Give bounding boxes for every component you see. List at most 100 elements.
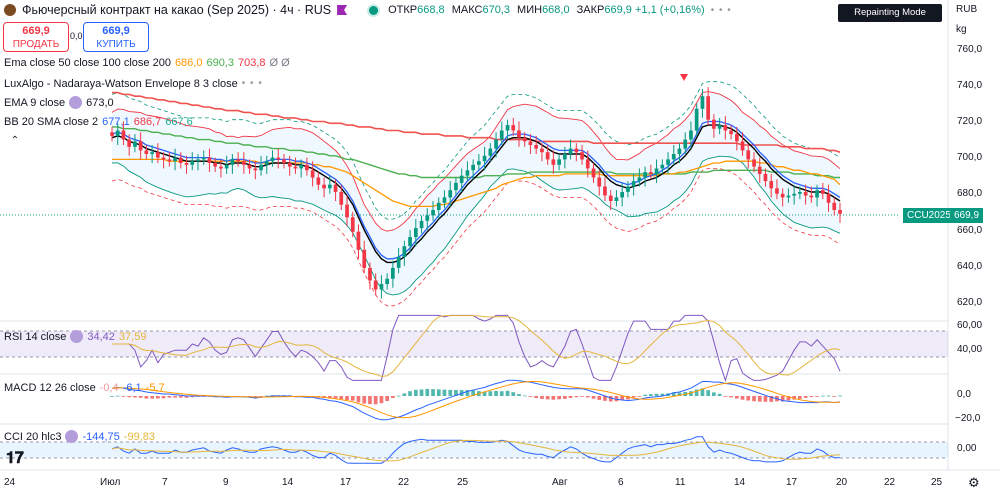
candle-body	[654, 168, 659, 174]
macd-histogram-bar	[838, 395, 842, 397]
legend-rsi[interactable]: RSI 14 close 34,42 37,59	[4, 329, 146, 344]
ohlc-low: 668,0	[542, 4, 570, 16]
time-tick: 7	[162, 477, 168, 488]
candle-body	[270, 157, 275, 162]
candle-body	[591, 168, 596, 178]
macd-histogram-bar	[545, 396, 550, 400]
macd-histogram-bar	[712, 392, 716, 396]
price-tick: 640,0	[957, 261, 983, 272]
market-status-icon[interactable]	[369, 5, 379, 15]
rsi-band	[0, 331, 948, 357]
macd-histogram-bar	[144, 396, 149, 399]
legend-rsi-name: RSI 14 close	[4, 330, 67, 343]
more-dots-icon[interactable]: • • •	[710, 4, 732, 16]
candle-body	[425, 215, 430, 221]
candle-body	[488, 148, 493, 156]
cci-settings-icon[interactable]	[65, 430, 79, 443]
nw-lower-envelope	[111, 168, 841, 307]
candle-body	[477, 161, 481, 165]
ohlc-high: 670,3	[482, 4, 510, 16]
candle-body	[350, 217, 355, 232]
time-tick: 9	[223, 477, 229, 488]
candle-body	[603, 186, 607, 196]
candle-body	[568, 148, 573, 154]
candle-body	[517, 130, 521, 138]
candle-body	[717, 125, 722, 129]
macd-histogram-bar	[408, 391, 412, 396]
time-tick: 11	[675, 477, 686, 488]
candle-body	[683, 139, 688, 149]
price-tick: 620,0	[957, 297, 983, 308]
candle-body	[431, 210, 435, 216]
candle-body	[832, 202, 837, 210]
candle-body	[580, 152, 584, 160]
macd-histogram-bar	[110, 396, 114, 397]
legend-luxalgo[interactable]: LuxAlgo - Nadaraya-Watson Envelope 8 3 c…	[4, 76, 263, 91]
time-tick: 14	[734, 477, 746, 488]
legend-ema[interactable]: Ema close 50 close 100 close 200 686,0 6…	[4, 55, 290, 70]
legend-bb-v3: 667,6	[165, 115, 193, 128]
legend-macd[interactable]: MACD 12 26 close -0,4 -6,1 -5,7	[4, 380, 165, 395]
cci-line	[111, 436, 841, 464]
spread-value: 0,0	[70, 31, 83, 41]
candle-body	[201, 157, 206, 160]
candle-body	[459, 175, 464, 183]
symbol-title[interactable]: Фьючерсный контракт на какао (Sep 2025) …	[22, 3, 332, 17]
candle-body	[494, 139, 498, 149]
currency-label[interactable]: RUB	[956, 4, 978, 15]
rsi-settings-icon[interactable]	[70, 330, 84, 343]
macd-histogram-bar	[626, 396, 630, 400]
settings-gear-icon[interactable]: ⚙	[968, 475, 980, 490]
ohlc-values: ОТКР668,8 МАКС670,3 МИН668,0 ЗАКР669,9 +…	[388, 4, 705, 16]
buy-button[interactable]: 669,9 КУПИТЬ	[83, 22, 149, 52]
buy-price: 669,9	[102, 25, 130, 37]
legend-cci[interactable]: CCI 20 hlc3 -144,75 -99,83	[4, 429, 155, 444]
candle-body	[723, 125, 728, 131]
candle-body	[826, 193, 831, 203]
macd-histogram-bar	[161, 396, 166, 399]
legend-cci-v1: -144,75	[82, 430, 120, 443]
flag-icon[interactable]	[337, 5, 348, 15]
macd-histogram-bar	[746, 396, 751, 401]
macd-histogram-bar	[574, 396, 579, 398]
candle-body	[557, 159, 561, 165]
legend-bb-v1: 677,1	[102, 115, 130, 128]
candle-body	[402, 246, 407, 257]
candle-body	[230, 159, 235, 165]
candle-body	[190, 161, 195, 165]
macd-histogram-bar	[717, 393, 722, 396]
macd-signal-line	[111, 381, 841, 419]
macd-histogram-bar	[368, 396, 372, 405]
candle-body	[746, 150, 751, 160]
candle-body	[213, 163, 217, 167]
macd-histogram-bar	[511, 392, 516, 396]
candle-body	[287, 163, 292, 167]
macd-histogram-bar	[637, 396, 642, 397]
candle-body	[563, 154, 567, 160]
candle-body	[821, 190, 825, 194]
legend-ema-v2: 690,3	[206, 56, 234, 69]
macd-histogram-bar	[328, 396, 332, 399]
macd-histogram-bar	[190, 396, 195, 398]
candle-body	[551, 159, 556, 165]
macd-tick: 0,0	[957, 389, 971, 400]
candle-body	[505, 125, 510, 131]
legend-ema9[interactable]: EMA 9 close 673,0	[4, 95, 114, 110]
legend-ema-name: Ema close 50 close 100 close 200	[4, 56, 171, 69]
tradingview-logo-icon[interactable]: 𝟏𝟕	[6, 450, 24, 467]
legend-rsi-v2: 37,59	[118, 330, 147, 343]
unit-label[interactable]: kg	[956, 24, 967, 35]
macd-histogram-bar	[671, 392, 676, 396]
macd-histogram-bar	[792, 396, 796, 400]
candle-body	[115, 130, 120, 136]
macd-histogram-bar	[333, 396, 338, 399]
legend-cci-name: CCI 20 hlc3	[4, 430, 62, 443]
collapse-legend-icon[interactable]: ⌃	[10, 135, 20, 146]
macd-histogram-bar	[356, 396, 361, 403]
candle-body	[161, 157, 166, 160]
sell-button[interactable]: 669,9 ПРОДАТЬ	[3, 22, 69, 52]
legend-bb[interactable]: BB 20 SMA close 2 677,1 686,7 667,6	[4, 114, 193, 129]
candle-body	[637, 177, 642, 182]
settings-toggle-icon[interactable]	[69, 96, 83, 109]
